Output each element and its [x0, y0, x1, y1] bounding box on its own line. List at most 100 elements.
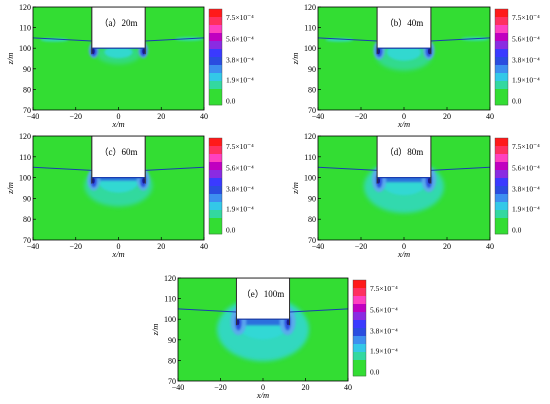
y-tick-label: 100 [164, 315, 176, 324]
colorbar-band [353, 288, 366, 297]
water-table-right [289, 308, 348, 313]
y-tick-label: 70 [308, 106, 316, 115]
y-tick-label: 90 [23, 194, 31, 203]
y-axis-label: z/m [290, 182, 300, 195]
y-tick-label: 70 [308, 236, 316, 245]
x-axis-label: x/m [397, 249, 410, 259]
x-tick-label: 0 [402, 112, 406, 121]
colorbar-frame [208, 8, 223, 106]
colorbar-band [209, 226, 222, 235]
colorbar-band [495, 186, 508, 195]
colorbar-band [209, 33, 222, 42]
wall-toe-peak [236, 319, 240, 326]
colorbar-label: 1.9×10⁻⁴ [370, 347, 398, 356]
wall-toe-peak [377, 48, 381, 55]
x-tick-label: 0 [261, 383, 265, 392]
excavation-pit [236, 278, 290, 320]
water-table-right [430, 166, 490, 171]
y-tick-label: 110 [304, 153, 316, 162]
colorbar-band [353, 312, 366, 321]
colorbar-band [495, 146, 508, 155]
colorbar-label: 5.6×10⁻⁴ [226, 34, 254, 43]
x-tick-label: 40 [200, 242, 208, 251]
wall-toe-peak [91, 48, 95, 55]
x-tick-label: −40 [27, 112, 40, 121]
wall-toe-peak [91, 177, 95, 184]
colorbar-band [209, 202, 222, 211]
y-axis-label: z/m [150, 324, 160, 337]
colorbar-band [209, 170, 222, 179]
colorbar-band [495, 49, 508, 58]
colorbar-label: 1.9×10⁻⁴ [226, 205, 254, 214]
x-tick-label: −40 [27, 242, 40, 251]
water-table-left [178, 308, 237, 313]
x-tick-label: −20 [355, 112, 368, 121]
colorbar-band [495, 138, 508, 147]
colorbar-label: 3.8×10⁻⁴ [226, 184, 254, 193]
colorbar-band [495, 25, 508, 34]
x-tick-label: −40 [172, 383, 185, 392]
colorbar-band [209, 81, 222, 90]
x-tick-label: 0 [402, 242, 406, 251]
x-axis-label: x/m [397, 119, 410, 129]
colorbar-band [495, 194, 508, 203]
x-axis-label: x/m [111, 119, 124, 129]
colorbar-label: 1.9×10⁻⁴ [512, 76, 540, 85]
panel-title: （a）20m [100, 18, 138, 28]
colorbar-band [495, 65, 508, 74]
x-tick-label: 20 [302, 383, 310, 392]
colorbar-label: 1.9×10⁻⁴ [226, 76, 254, 85]
y-tick-label: 100 [19, 174, 31, 183]
wall-toe-peak [142, 48, 146, 55]
colorbar-label: 3.8×10⁻⁴ [512, 55, 540, 64]
colorbar-band [495, 218, 508, 227]
colorbar-band [209, 178, 222, 187]
y-tick-label: 80 [23, 85, 31, 94]
colorbar-band [495, 41, 508, 50]
x-tick-label: 20 [443, 242, 451, 251]
water-table-left [318, 166, 378, 171]
colorbar-label: 0.0 [370, 368, 380, 377]
colorbar-band [495, 97, 508, 106]
plot-area [318, 136, 490, 240]
colorbar-band [209, 194, 222, 203]
colorbar-band [209, 218, 222, 227]
colorbar-band [353, 280, 366, 289]
colorbar-band [209, 210, 222, 219]
wall-toe-peak [286, 319, 290, 326]
y-axis-label: z/m [290, 53, 300, 66]
colorbar-band [353, 344, 366, 353]
y-tick-label: 120 [19, 3, 31, 12]
panel-3: （c）60m −40 −20 0 20 40 70 80 90 100 110 120 x/m z/m 7.… [5, 132, 254, 259]
x-tick-label: 40 [344, 383, 352, 392]
water-table-left [33, 166, 92, 171]
colorbar-band [209, 25, 222, 34]
colorbar-band [495, 162, 508, 171]
colorbar: 7.5×10⁻⁴ 5.6×10⁻⁴ 3.8×10⁻⁴ 1.9×10⁻⁴ 0.0 [352, 279, 398, 377]
x-tick-label: −20 [355, 242, 368, 251]
y-tick-label: 120 [164, 274, 176, 283]
bottom-band [91, 176, 146, 181]
colorbar-band [209, 49, 222, 58]
wall-toe-peak [377, 177, 381, 184]
colorbar-label: 7.5×10⁻⁴ [370, 284, 398, 293]
colorbar-label: 5.6×10⁻⁴ [512, 163, 540, 172]
colorbar-band [495, 33, 508, 42]
colorbar-label: 1.9×10⁻⁴ [512, 205, 540, 214]
y-tick-label: 100 [304, 44, 316, 53]
colorbar-label: 0.0 [512, 97, 522, 106]
x-tick-label: −20 [214, 383, 227, 392]
x-tick-label: −20 [69, 112, 82, 121]
y-tick-label: 90 [23, 65, 31, 74]
colorbar-band [209, 9, 222, 18]
wall-toe-peak [142, 177, 146, 184]
colorbar-band [209, 162, 222, 171]
y-tick-label: 90 [308, 194, 316, 203]
colorbar-band [209, 73, 222, 82]
colorbar-frame [352, 279, 367, 377]
x-tick-label: 20 [443, 112, 451, 121]
x-tick-label: 20 [157, 112, 165, 121]
colorbar-label: 3.8×10⁻⁴ [370, 326, 398, 335]
y-tick-label: 110 [164, 295, 176, 304]
colorbar-label: 7.5×10⁻⁴ [512, 13, 540, 22]
